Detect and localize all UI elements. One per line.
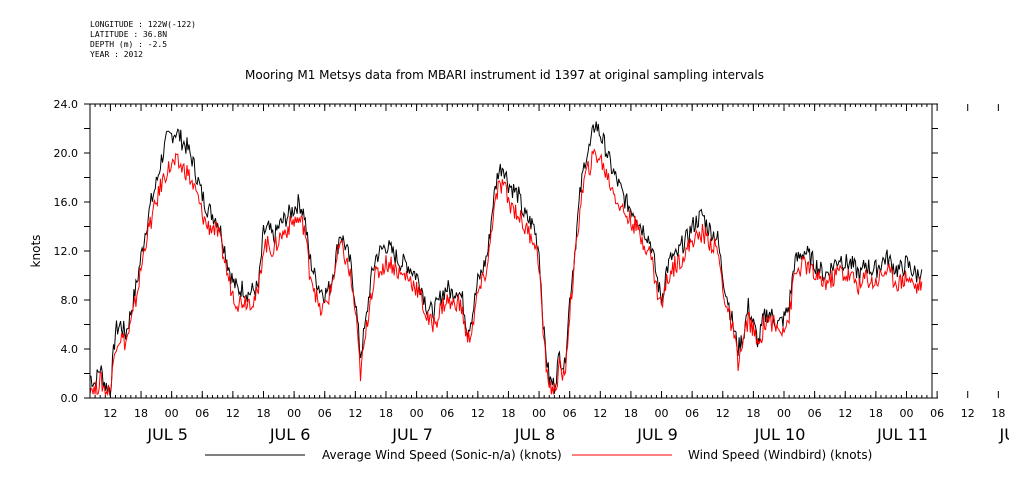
legend-label-windbird: Wind Speed (Windbird) (knots) bbox=[688, 448, 872, 462]
x-date-label: JUL 8 bbox=[514, 425, 556, 444]
x-tick-label: 18 bbox=[501, 407, 515, 420]
x-tick-label: 00 bbox=[899, 407, 913, 420]
y-tick-label: 4.0 bbox=[61, 343, 79, 356]
y-tick-label: 24.0 bbox=[54, 98, 79, 111]
x-tick-label: 06 bbox=[440, 407, 454, 420]
y-tick-label: 8.0 bbox=[61, 294, 79, 307]
metadata-block: LONGITUDE : 122W(-122) LATITUDE : 36.8N … bbox=[90, 20, 196, 60]
x-tick-label: 06 bbox=[930, 407, 944, 420]
x-tick-label: 18 bbox=[257, 407, 271, 420]
x-tick-label: 18 bbox=[991, 407, 1005, 420]
x-tick-label: 18 bbox=[379, 407, 393, 420]
x-date-label: JUL 6 bbox=[269, 425, 311, 444]
x-tick-label: 12 bbox=[961, 407, 975, 420]
series-line-sonic bbox=[89, 121, 923, 395]
x-tick-label: 00 bbox=[165, 407, 179, 420]
x-date-label: JUL 9 bbox=[636, 425, 678, 444]
series-line-windbird bbox=[89, 148, 923, 397]
x-tick-label: 12 bbox=[348, 407, 362, 420]
x-tick-label: 06 bbox=[808, 407, 822, 420]
x-tick-label: 18 bbox=[624, 407, 638, 420]
x-tick-label: 12 bbox=[716, 407, 730, 420]
x-tick-label: 06 bbox=[685, 407, 699, 420]
metadata-depth: DEPTH (m) : -2.5 bbox=[90, 40, 168, 49]
legend-label-sonic: Average Wind Speed (Sonic-n/a) (knots) bbox=[322, 448, 562, 462]
y-tick-label: 16.0 bbox=[54, 196, 79, 209]
x-tick-label: 18 bbox=[869, 407, 883, 420]
metadata-latitude: LATITUDE : 36.8N bbox=[90, 30, 168, 39]
x-date-label: JUL 5 bbox=[146, 425, 188, 444]
x-tick-label: 06 bbox=[195, 407, 209, 420]
metadata-year: YEAR : 2012 bbox=[90, 50, 143, 59]
x-tick-label: 00 bbox=[410, 407, 424, 420]
x-tick-label: 00 bbox=[777, 407, 791, 420]
x-tick-label: 00 bbox=[287, 407, 301, 420]
x-tick-label: 12 bbox=[593, 407, 607, 420]
plot-frame bbox=[89, 103, 933, 399]
x-date-label: JUL 11 bbox=[876, 425, 928, 444]
x-tick-label: 06 bbox=[318, 407, 332, 420]
x-tick-label: 06 bbox=[563, 407, 577, 420]
metadata-longitude: LONGITUDE : 122W(-122) bbox=[90, 20, 196, 29]
x-tick-label: 12 bbox=[838, 407, 852, 420]
x-tick-label: 18 bbox=[134, 407, 148, 420]
x-tick-label: 00 bbox=[532, 407, 546, 420]
x-tick-label: 00 bbox=[655, 407, 669, 420]
x-tick-label: 12 bbox=[103, 407, 117, 420]
y-tick-label: 20.0 bbox=[54, 147, 79, 160]
x-date-label: JUL 7 bbox=[391, 425, 433, 444]
x-date-label: JUL 10 bbox=[754, 425, 806, 444]
y-axis-label: knots bbox=[29, 235, 43, 268]
x-date-label: JUL 12 bbox=[999, 425, 1009, 444]
x-tick-label: 18 bbox=[746, 407, 760, 420]
x-tick-label: 12 bbox=[471, 407, 485, 420]
x-tick-label: 12 bbox=[226, 407, 240, 420]
chart-title: Mooring M1 Metsys data from MBARI instru… bbox=[245, 68, 764, 82]
y-tick-label: 0.0 bbox=[61, 392, 79, 405]
y-tick-label: 12.0 bbox=[54, 245, 79, 258]
